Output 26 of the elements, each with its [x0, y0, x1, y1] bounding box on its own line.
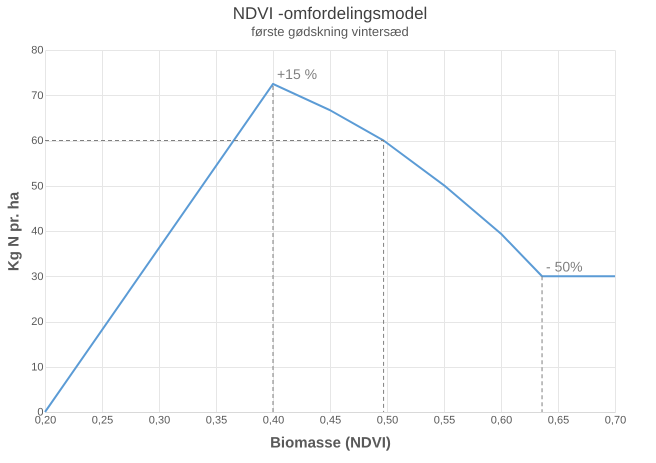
- y-tick-label: 50: [31, 180, 44, 192]
- x-axis-title: Biomasse (NDVI): [270, 434, 391, 452]
- x-tick-label: 0,30: [148, 414, 170, 426]
- x-tick-label: 0,40: [262, 414, 284, 426]
- y-tick-label: 10: [31, 361, 44, 374]
- annotation: +15 %: [277, 66, 318, 82]
- x-tick-label: 0,20: [34, 414, 56, 426]
- y-tick-label: 30: [31, 270, 44, 283]
- x-tick-label: 0,25: [92, 414, 114, 426]
- annotation: - 50%: [546, 258, 583, 274]
- y-tick-label: 60: [31, 135, 44, 147]
- x-tick-label: 0,50: [376, 414, 398, 426]
- x-tick-label: 0,45: [320, 414, 342, 426]
- y-tick-label: 80: [31, 44, 44, 56]
- x-tick-label: 0,60: [490, 414, 512, 426]
- y-tick-label: 40: [31, 226, 44, 238]
- x-tick-label: 0,70: [604, 414, 626, 426]
- y-tick-label: 70: [31, 90, 44, 102]
- x-tick-label: 0,65: [548, 414, 570, 426]
- chart-subtitle: første gødskning vintersæd: [251, 24, 409, 39]
- y-tick-label: 20: [31, 316, 44, 328]
- y-axis-title: Kg N pr. ha: [5, 191, 22, 272]
- chart-title: NDVI -omfordelingsmodel: [232, 4, 428, 23]
- x-tick-label: 0,55: [434, 414, 456, 426]
- line-series: [44, 82, 616, 413]
- x-tick-label: 0,35: [206, 414, 228, 426]
